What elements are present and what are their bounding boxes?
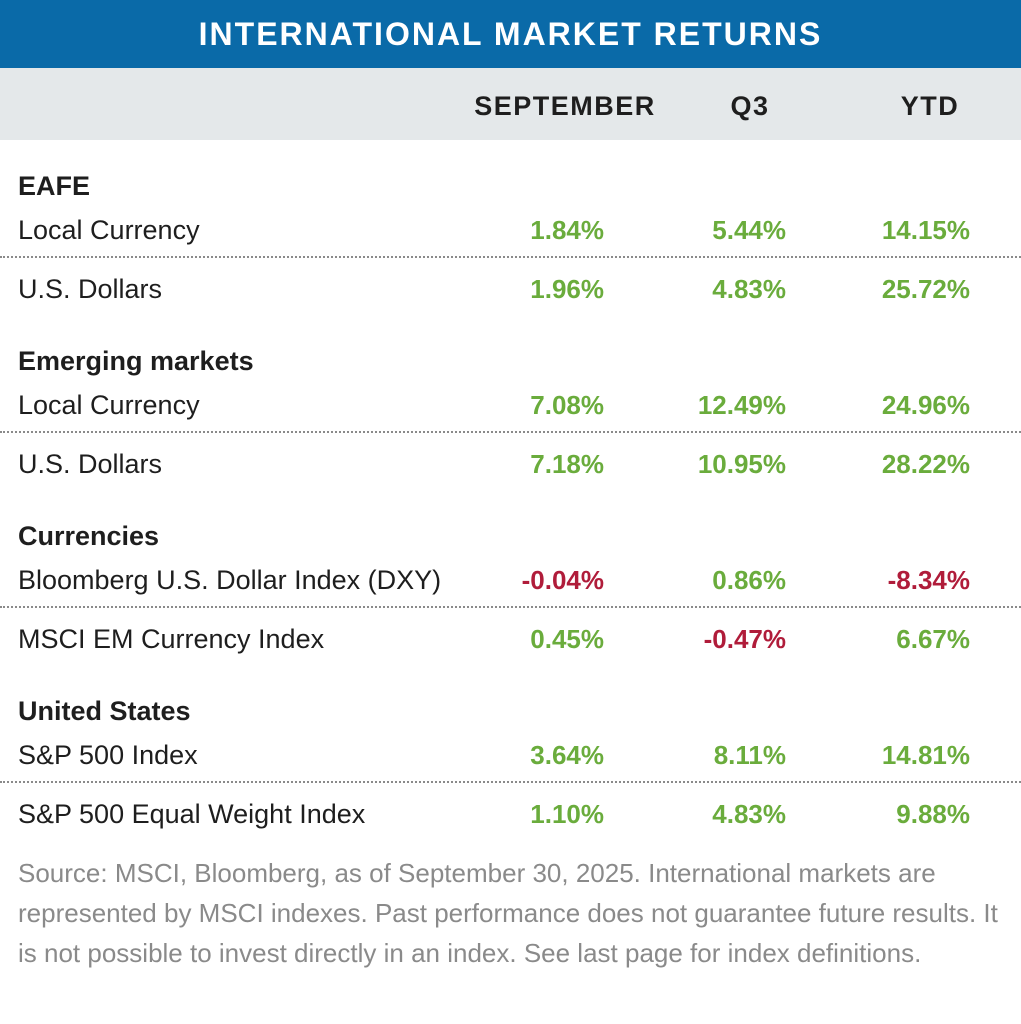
row-label: S&P 500 Index <box>18 740 198 770</box>
value-ytd: 14.15% <box>881 215 970 245</box>
value-q3: 10.95% <box>697 449 786 479</box>
column-header-september: SEPTEMBER <box>474 91 656 121</box>
group-title-united-states: United States <box>18 696 191 726</box>
value-ytd: 14.81% <box>881 740 970 770</box>
value-q3: 4.83% <box>712 799 786 829</box>
value-q3: 4.83% <box>712 274 786 304</box>
row-label: MSCI EM Currency Index <box>18 624 325 654</box>
value-september: 0.45% <box>530 624 604 654</box>
table-row: Local Currency 7.08% 12.49% 24.96% <box>0 385 1021 425</box>
source-note: Source: MSCI, Bloomberg, as of September… <box>18 858 998 968</box>
group-title-emerging-markets: Emerging markets <box>18 346 254 376</box>
value-ytd: 9.88% <box>896 799 970 829</box>
table-row: Bloomberg U.S. Dollar Index (DXY) -0.04%… <box>0 560 1021 600</box>
table-row: U.S. Dollars 1.96% 4.83% 25.72% <box>0 269 1021 309</box>
value-ytd: 24.96% <box>881 390 970 420</box>
value-q3: 12.49% <box>697 390 786 420</box>
value-ytd: 25.72% <box>881 274 970 304</box>
row-label: S&P 500 Equal Weight Index <box>18 799 366 829</box>
row-label: Local Currency <box>18 390 200 420</box>
value-september: 1.10% <box>530 799 604 829</box>
column-header-q3: Q3 <box>730 91 770 121</box>
row-label: U.S. Dollars <box>18 274 163 304</box>
value-q3: 5.44% <box>712 215 786 245</box>
value-september: 7.18% <box>530 449 604 479</box>
value-ytd: 6.67% <box>896 624 970 654</box>
group-title-eafe: EAFE <box>18 171 91 201</box>
row-label: Bloomberg U.S. Dollar Index (DXY) <box>18 565 442 595</box>
value-q3: 0.86% <box>712 565 786 595</box>
value-september: 1.96% <box>530 274 604 304</box>
group-title-currencies: Currencies <box>18 521 160 551</box>
table-row: MSCI EM Currency Index 0.45% -0.47% 6.67… <box>0 619 1021 659</box>
value-q3: -0.47% <box>703 624 786 654</box>
table-row: Local Currency 1.84% 5.44% 14.15% <box>0 210 1021 250</box>
table-row: S&P 500 Index 3.64% 8.11% 14.81% <box>0 735 1021 775</box>
value-september: 3.64% <box>530 740 604 770</box>
value-ytd: -8.34% <box>887 565 970 595</box>
value-september: -0.04% <box>521 565 604 595</box>
table-row: S&P 500 Equal Weight Index 1.10% 4.83% 9… <box>0 794 1021 834</box>
value-september: 7.08% <box>530 390 604 420</box>
column-header-row: SEPTEMBER Q3 YTD <box>0 68 1021 140</box>
value-september: 1.84% <box>530 215 604 245</box>
row-label: Local Currency <box>18 215 200 245</box>
column-header-ytd: YTD <box>900 91 960 121</box>
row-divider <box>0 606 1021 608</box>
value-ytd: 28.22% <box>881 449 970 479</box>
table-row: U.S. Dollars 7.18% 10.95% 28.22% <box>0 444 1021 484</box>
table-title: INTERNATIONAL MARKET RETURNS <box>0 0 1021 68</box>
row-divider <box>0 256 1021 258</box>
row-label: U.S. Dollars <box>18 449 163 479</box>
row-divider <box>0 781 1021 783</box>
value-q3: 8.11% <box>713 740 786 770</box>
row-divider <box>0 431 1021 433</box>
